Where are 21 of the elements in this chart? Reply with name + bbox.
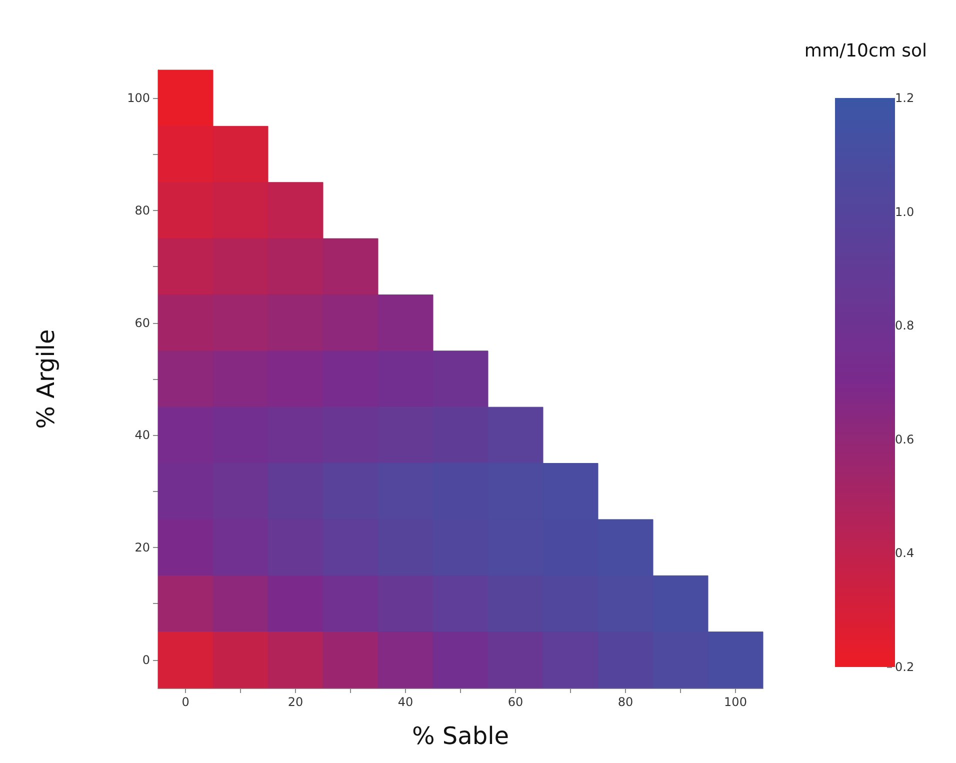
x-axis-title: % Sable (412, 722, 510, 750)
y-tick-label: 40 (134, 428, 150, 442)
y-tick-label: 80 (134, 203, 150, 218)
y-axis-title: % Argile (32, 329, 60, 429)
y-tick-label: 60 (134, 316, 150, 330)
x-tick-label: 100 (724, 695, 747, 709)
x-tick-label: 20 (288, 695, 304, 709)
color-bar-label: 1.2 (895, 91, 914, 105)
x-tick-label: 0 (182, 695, 190, 709)
x-tick-label: 60 (508, 695, 524, 709)
x-tick-label: 80 (618, 695, 634, 709)
color-bar-label: 1.0 (895, 204, 914, 219)
color-bar-label: 0.6 (895, 432, 914, 446)
y-tick-label: 0 (142, 652, 150, 667)
y-tick-label: 100 (127, 91, 150, 106)
x-tick-label: 40 (398, 695, 414, 709)
color-bar-label: 0.8 (895, 318, 914, 333)
color-bar-label: 0.4 (895, 546, 914, 560)
color-bar-title: mm/10cm sol (804, 40, 927, 62)
y-tick-label: 20 (134, 540, 150, 555)
color-bar-label: 0.2 (895, 660, 914, 674)
